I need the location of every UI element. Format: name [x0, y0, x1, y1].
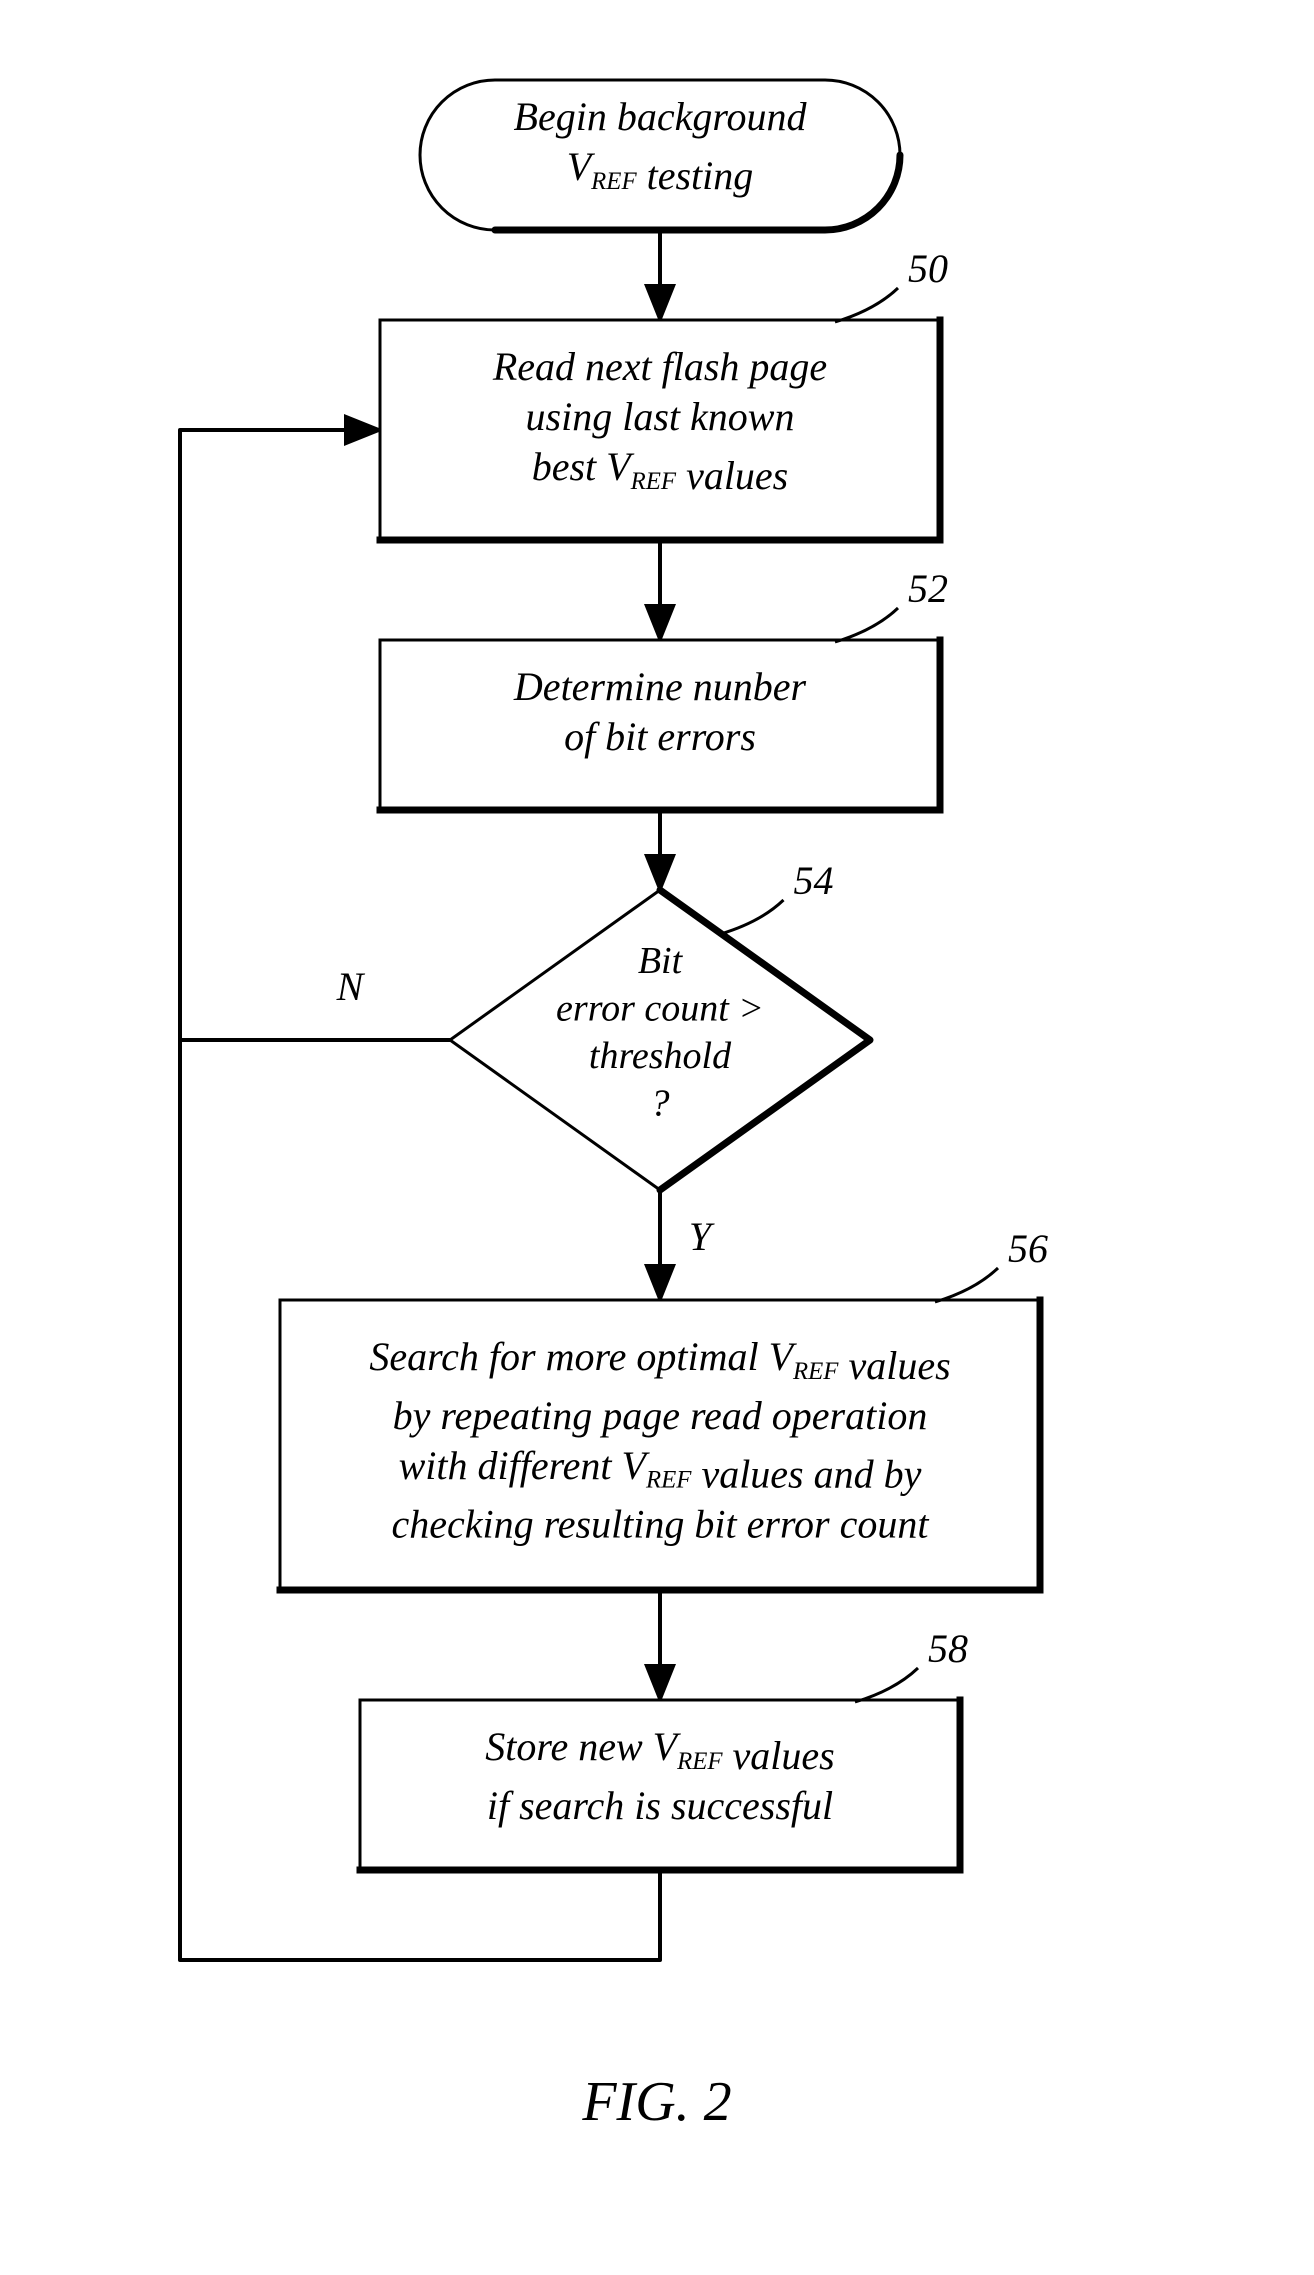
flowchart-diagram: Y N Begin backgroundVREF testing Read next … [0, 0, 1314, 2275]
node-n52: Determine nunberof bit errors52 [380, 566, 948, 810]
edge-label-e_54_56: Y [689, 1214, 715, 1259]
node-n50-text: Read next flash pageusing last knownbest… [492, 344, 827, 498]
node-start-text: Begin backgroundVREF testing [514, 94, 808, 198]
node-n54: Biterror count >threshold?54 [450, 858, 870, 1190]
tag-n56: 56 [1008, 1226, 1048, 1271]
tag-n50: 50 [908, 246, 948, 291]
tag-n54: 54 [794, 858, 834, 903]
node-n56: Search for more optimal VREF valuesby re… [280, 1226, 1048, 1590]
node-n50: Read next flash pageusing last knownbest… [380, 246, 948, 540]
tag-n52: 52 [908, 566, 948, 611]
node-start: Begin backgroundVREF testing [420, 80, 900, 230]
figure-label: FIG. 2 [581, 2071, 731, 2133]
node-n58: Store new VREF valuesif search is succes… [360, 1626, 968, 1870]
tag-n58: 58 [928, 1626, 968, 1671]
edge-label-e_54_no: N [336, 964, 366, 1009]
